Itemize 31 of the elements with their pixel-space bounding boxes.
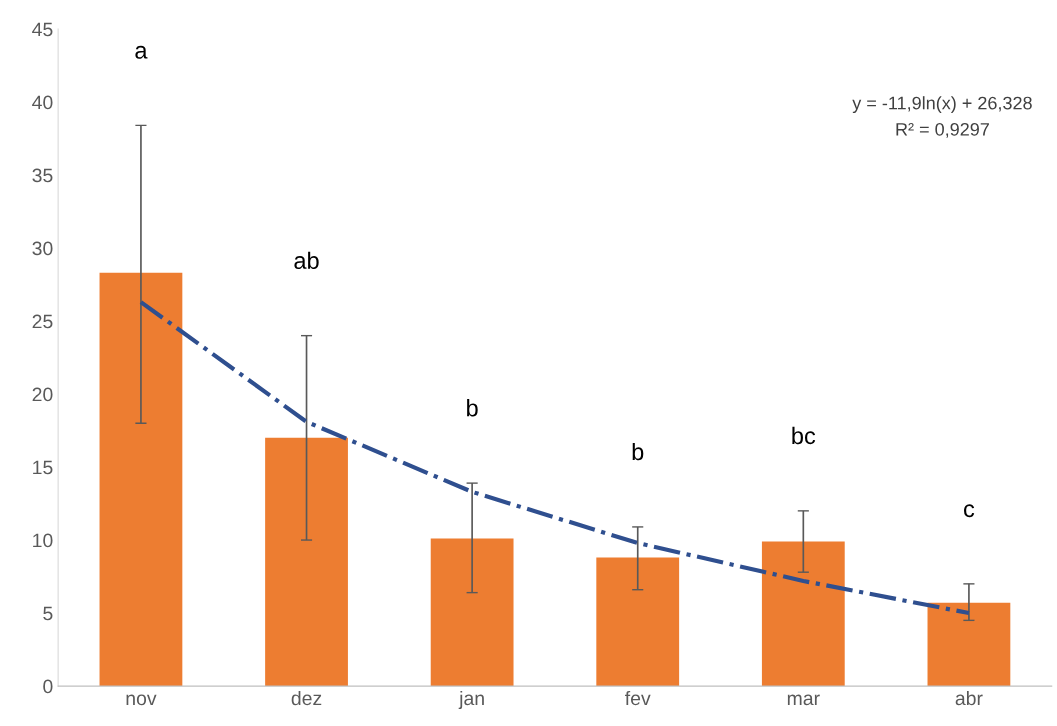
y-tick-label: 10: [33, 533, 53, 548]
annotation: bc: [792, 426, 816, 445]
annotation: a: [135, 45, 148, 59]
annotation: b: [632, 442, 644, 461]
y-tick-label: 20: [32, 387, 53, 402]
x-tick-label: jan: [458, 690, 484, 710]
annotation: y = -11,9ln(x) + 26,328: [852, 96, 1032, 114]
line-series: [138, 299, 972, 616]
bar: [596, 557, 680, 687]
y-tick-label: 15: [33, 460, 53, 475]
annotation: R² = 0,9297: [896, 122, 989, 138]
annotation: b: [467, 399, 478, 417]
y-tick-label: 0: [43, 679, 53, 694]
y-tick-label: 25: [32, 314, 53, 329]
bar: [927, 602, 1011, 687]
annotation: ab: [294, 251, 319, 269]
bar: [265, 437, 348, 687]
y-tick-label: 30: [32, 241, 53, 256]
y-tick-label: 40: [32, 95, 53, 110]
bar: [761, 541, 845, 687]
y-tick-label: 45: [32, 22, 53, 37]
y-tick-label: 35: [32, 168, 53, 183]
annotation: c: [964, 504, 975, 518]
y-tick-label: 5: [43, 606, 53, 621]
x-tick-label: nov: [126, 694, 157, 706]
x-tick-label: dez: [291, 690, 322, 706]
x-tick-label: fev: [625, 690, 651, 706]
x-tick-label: abr: [955, 690, 983, 706]
bar: [99, 272, 183, 687]
bar: [430, 538, 514, 687]
x-tick-label: mar: [787, 694, 820, 706]
